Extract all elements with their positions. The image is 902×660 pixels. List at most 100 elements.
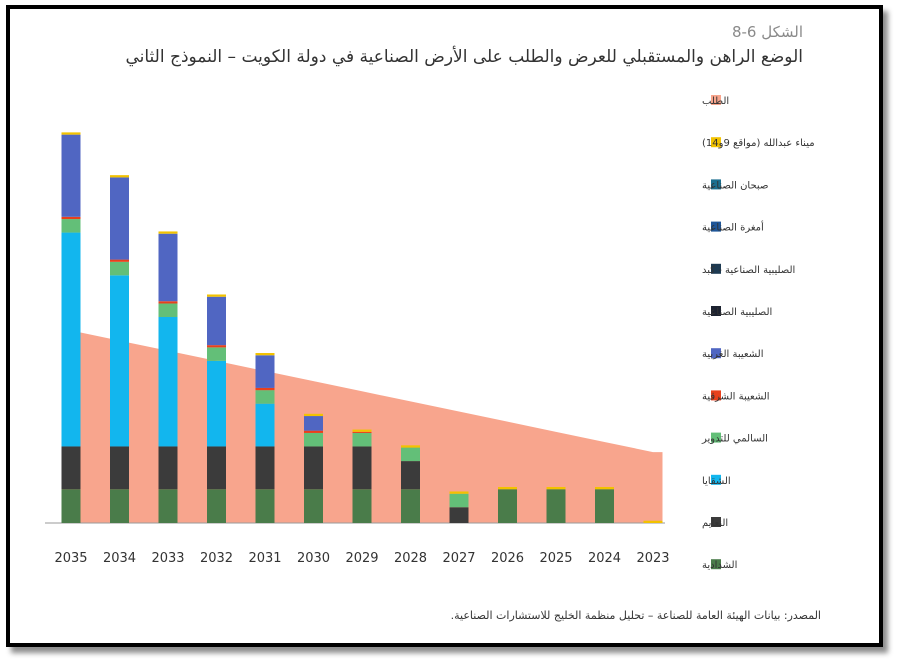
bar-segment-2034-series-11: [110, 175, 129, 178]
legend-swatch-12: [711, 559, 721, 570]
bar-segment-2034-series-1: [110, 489, 129, 523]
bar-segment-2035-series-3: [61, 232, 81, 447]
bar-segment-2034-series-5: [110, 259, 129, 262]
legend-swatch-3: [711, 179, 721, 190]
bar-segment-2024-series-11: [595, 486, 614, 490]
legend-label-4: أمغرة الصناعية: [702, 221, 764, 234]
bar-segment-2023-series-11: [643, 520, 663, 523]
bar-segment-2028-series-2: [401, 461, 420, 490]
chart-area: 2035 2034 2033 2032 2031 2030 2029 2028 2027 2026…: [45, 95, 815, 571]
bar-segment-2033-series-4: [158, 303, 178, 317]
legend-swatch-2: [711, 137, 721, 148]
bar-segment-2033-series-2: [158, 446, 178, 490]
legend-swatch-1: [711, 95, 721, 105]
x-tick-labels: 2035 2034 2033 2032 2031 2030 2029 2028 2027 2026…: [54, 551, 669, 566]
bar-segment-2033-series-3: [158, 316, 178, 447]
bar-segment-2027-series-11: [449, 491, 469, 494]
bars-layer: [61, 132, 663, 523]
bar-segment-2031-series-11: [255, 353, 275, 356]
legend-label-11: النعايم: [702, 518, 728, 529]
legend-label-2: ميناء عبدالله (مواقع 9و14): [702, 138, 815, 149]
legend-swatch-7: [711, 348, 721, 359]
figure-title: الوضع الراهن والمستقبلي للعرض والطلب على…: [125, 47, 803, 67]
x-tick-2029: 2029: [345, 551, 378, 566]
bar-segment-2033-series-11: [158, 231, 178, 234]
x-tick-2030: 2030: [297, 551, 330, 566]
source-note: المصدر: بيانات الهيئة العامة للصناعة – ت…: [450, 609, 821, 622]
bar-segment-2028-series-11: [401, 445, 420, 448]
x-tick-2024: 2024: [588, 551, 621, 566]
bar-segment-2032-series-1: [207, 489, 226, 523]
figure-label: الشكل 6-8: [731, 23, 803, 41]
bar-segment-2034-series-4: [110, 261, 129, 276]
legend-swatch-4: [711, 221, 721, 232]
bar-segment-2027-series-4: [449, 493, 469, 508]
bar-segment-2034-series-6: [110, 177, 129, 260]
bar-segment-2031-series-3: [255, 403, 275, 447]
legend-label-1: الطلب: [702, 96, 729, 107]
bar-segment-2030-series-6: [304, 416, 323, 431]
bar-segment-2035-series-5: [61, 216, 81, 220]
legend-swatch-10: [711, 474, 721, 485]
bar-segment-2031-series-4: [255, 390, 275, 404]
bar-segment-2029-series-2: [352, 446, 372, 490]
bar-segment-2035-series-1: [61, 489, 81, 523]
legend-label-10: الشقايا: [702, 476, 731, 487]
bar-segment-2028-series-4: [401, 447, 420, 462]
x-tick-2033: 2033: [151, 551, 184, 566]
bar-segment-2030-series-2: [304, 446, 323, 490]
x-tick-2028: 2028: [394, 551, 427, 566]
bar-segment-2032-series-4: [207, 347, 226, 361]
legend-swatch-5: [711, 263, 721, 274]
bar-segment-2035-series-11: [61, 132, 81, 135]
bar-segment-2034-series-3: [110, 275, 129, 447]
bar-segment-2030-series-11: [304, 413, 323, 417]
bar-segment-2034-series-2: [110, 446, 129, 490]
legend-label-5: الصليبية الصناعية - كبد: [702, 265, 795, 276]
x-tick-2031: 2031: [248, 551, 281, 566]
bar-segment-2027-series-2: [449, 507, 469, 523]
legend-label-3: صبحان الصناعية: [702, 180, 768, 191]
bar-segment-2033-series-6: [158, 233, 178, 302]
bar-segment-2032-series-3: [207, 360, 226, 447]
bar-segment-2032-series-6: [207, 296, 226, 346]
legend-label-6: الصليبية الصناعية: [702, 307, 772, 318]
bar-segment-2029-series-11: [352, 429, 372, 432]
x-tick-2032: 2032: [200, 551, 233, 566]
legend-label-8: الشعيبة الشرقية: [702, 391, 770, 402]
bar-segment-2030-series-1: [304, 489, 323, 523]
bar-segment-2030-series-4: [304, 432, 323, 447]
bar-segment-2033-series-5: [158, 301, 178, 304]
bar-segment-2029-series-1: [352, 489, 372, 523]
bar-segment-2031-series-1: [255, 489, 275, 523]
bar-segment-2031-series-2: [255, 446, 275, 490]
bar-segment-2031-series-6: [255, 355, 275, 388]
bar-segment-2032-series-11: [207, 294, 226, 297]
legend-swatch-8: [711, 390, 721, 401]
x-tick-2026: 2026: [491, 551, 524, 566]
legend: الطلب ميناء عبدالله (مواقع 9و14) صبحان الص…: [701, 95, 815, 571]
legend-swatch-6: [711, 306, 721, 316]
bar-segment-2024-series-1: [595, 489, 614, 523]
bar-segment-2035-series-2: [61, 446, 81, 490]
bar-segment-2025-series-1: [546, 489, 566, 523]
bar-segment-2029-series-5: [352, 431, 372, 433]
bar-segment-2035-series-4: [61, 219, 81, 233]
legend-label-7: الشعيبة الغربية: [702, 349, 763, 360]
bar-segment-2031-series-5: [255, 387, 275, 391]
bar-segment-2030-series-5: [304, 430, 323, 433]
x-tick-2025: 2025: [539, 551, 572, 566]
x-tick-2027: 2027: [442, 551, 475, 566]
x-tick-2023: 2023: [636, 551, 669, 566]
legend-swatch-11: [711, 517, 721, 527]
bar-segment-2029-series-4: [352, 432, 372, 447]
bar-segment-2032-series-2: [207, 446, 226, 490]
bar-segment-2032-series-5: [207, 345, 226, 348]
bar-segment-2025-series-11: [546, 486, 566, 490]
figure-frame: الشكل 6-8 الوضع الراهن والمستقبلي للعرض …: [6, 5, 883, 647]
legend-label-12: الشدادية: [702, 560, 737, 571]
legend-label-9: السالمي للتدوير: [701, 434, 768, 445]
x-tick-2034: 2034: [103, 551, 136, 566]
bar-segment-2026-series-1: [498, 489, 517, 523]
bar-segment-2028-series-1: [401, 489, 420, 523]
